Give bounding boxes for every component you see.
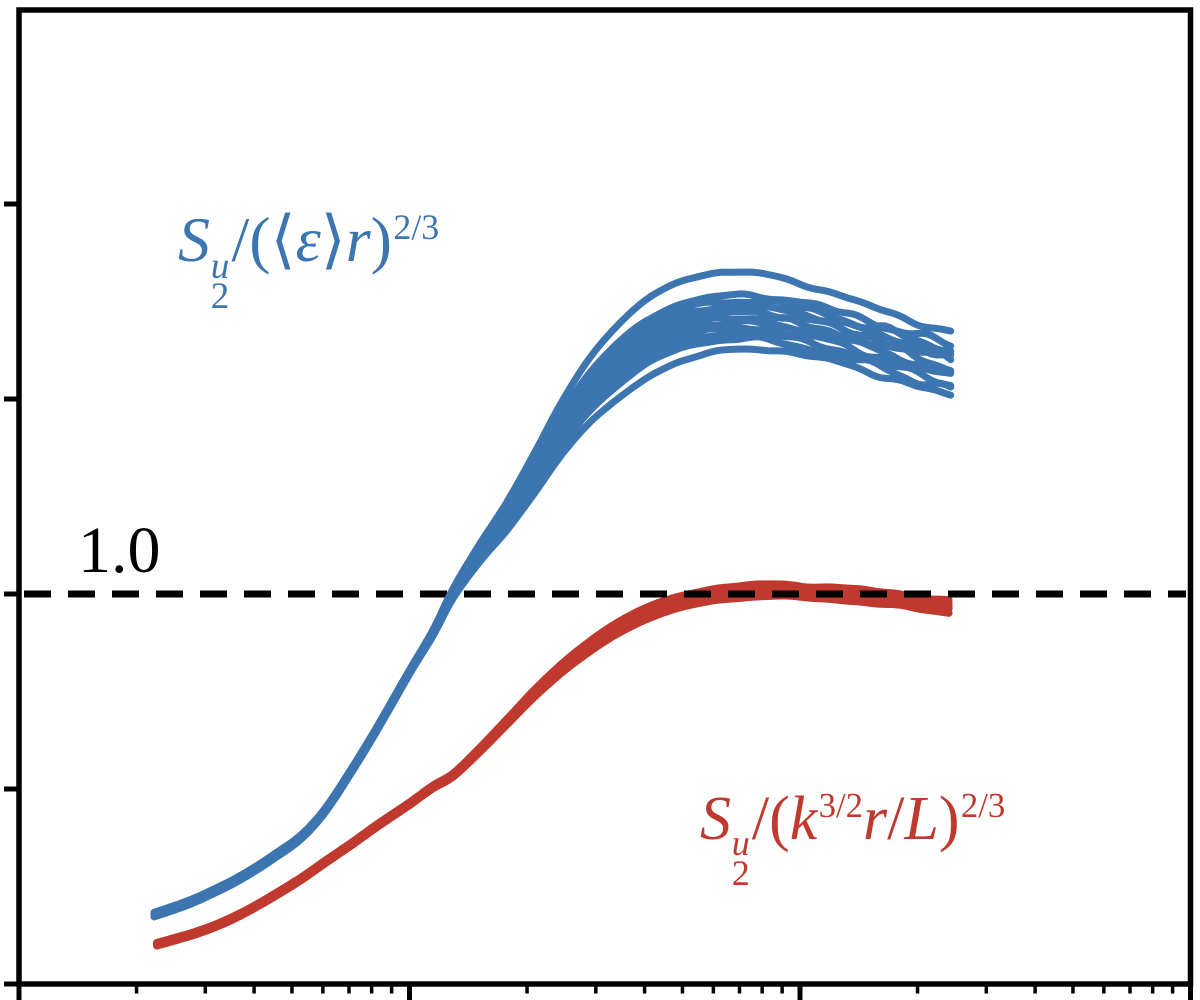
x-axis-ticks bbox=[16, 984, 1193, 1000]
blue-bundle-curve-10 bbox=[150, 345, 955, 920]
blue-label-S: S bbox=[178, 204, 210, 275]
reference-value-label: 1.0 bbox=[78, 514, 161, 587]
red-bundle-curve-5 bbox=[153, 591, 953, 949]
epsilon-symbol: ε bbox=[295, 204, 321, 275]
right-angle-bracket: ⟩ bbox=[320, 203, 346, 277]
red-bundle bbox=[153, 580, 953, 950]
red-label-exponent: 2/3 bbox=[960, 786, 1006, 826]
k-exponent: 3/2 bbox=[818, 786, 864, 826]
red-label-S: S bbox=[700, 785, 731, 853]
axes bbox=[4, 7, 1194, 1000]
blue-label-exponent: 2/3 bbox=[393, 206, 440, 247]
blue-bundle bbox=[150, 268, 955, 921]
red-bundle-curve-1 bbox=[153, 583, 953, 948]
axis-frame bbox=[16, 7, 1194, 987]
red-bundle-curve-0 bbox=[153, 580, 953, 947]
left-angle-bracket: ⟨ bbox=[270, 203, 296, 277]
